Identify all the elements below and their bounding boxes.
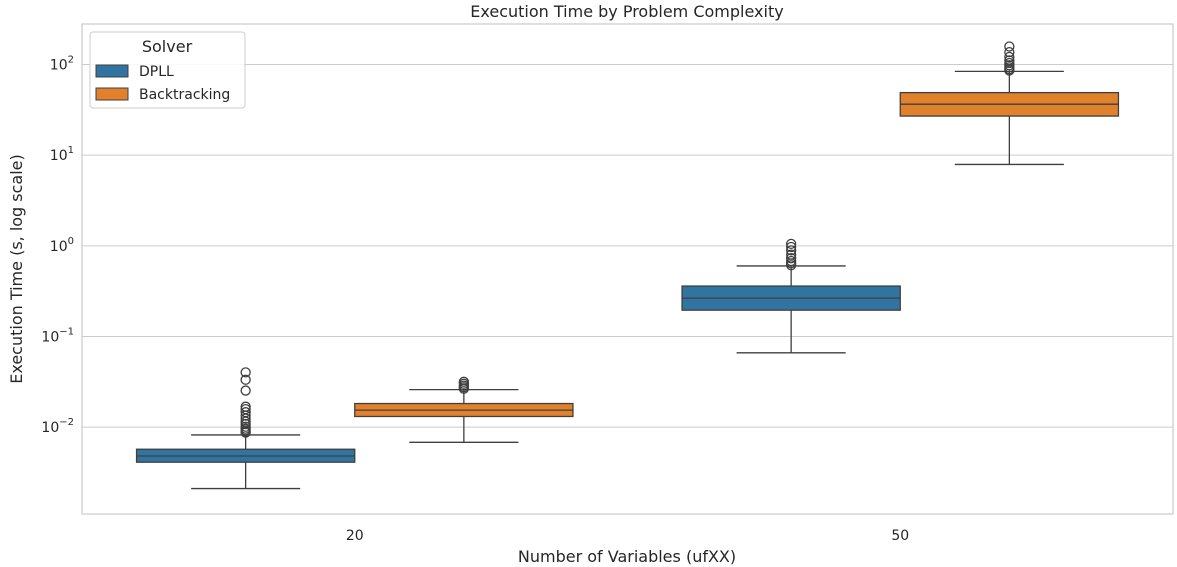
outlier-point [240, 421, 251, 432]
outlier-point [1004, 51, 1015, 63]
y-tick-label: 100 [50, 236, 74, 255]
box-dpll-20 [135, 367, 356, 490]
y-tick-label: 102 [50, 55, 74, 74]
outlier-point [1004, 57, 1015, 69]
outlier-point [1004, 55, 1015, 66]
legend-label-backtracking: Backtracking [139, 87, 230, 103]
y-tick-base: 10 [50, 58, 68, 74]
legend-frame [89, 31, 246, 109]
outlier-point [1004, 41, 1015, 52]
outlier-point [240, 401, 251, 412]
y-tick-exponent: 0 [68, 236, 74, 247]
y-axis-label: Execution Time (s, log scale) [7, 154, 26, 384]
y-tick-base: 10 [50, 239, 68, 255]
x-tick-label: 50 [891, 528, 909, 544]
y-tick-exponent: 1 [68, 145, 74, 156]
y-tick-base: 10 [41, 420, 59, 436]
box-dpll-50 [681, 238, 901, 354]
outlier-point [240, 374, 251, 385]
y-tick-base: 10 [41, 329, 59, 345]
grid-lines [82, 64, 1173, 428]
x-tick-label: 20 [346, 528, 364, 544]
legend-swatch-backtracking [95, 87, 129, 101]
outlier-point [786, 255, 797, 267]
outlier-point [786, 249, 797, 260]
outlier-point [786, 245, 797, 256]
legend-title: Solver [142, 37, 193, 56]
outlier-point [1004, 46, 1015, 58]
y-tick-label: 10−1 [41, 326, 74, 345]
y-tick-exponent: −2 [59, 417, 74, 428]
box-plots [135, 41, 1120, 490]
x-axis-label: Number of Variables (ufXX) [518, 547, 736, 566]
outlier-point [240, 367, 251, 378]
outlier-point [240, 385, 251, 396]
outlier-point [786, 253, 797, 264]
x-tick-labels: 20 50 [346, 528, 909, 544]
y-tick-label: 10−2 [41, 417, 74, 436]
y-tick-label: 101 [50, 145, 74, 164]
legend-label-dpll: DPLL [139, 64, 174, 80]
y-tick-exponent: −1 [59, 326, 74, 337]
box-backtracking-50 [899, 41, 1120, 166]
chart-title: Execution Time by Problem Complexity [470, 2, 783, 21]
legend: Solver DPLL Backtracking [89, 31, 246, 109]
legend-swatch-dpll [95, 64, 129, 78]
outlier-point [240, 407, 251, 418]
y-tick-base: 10 [50, 148, 68, 164]
y-tick-exponent: 2 [68, 55, 74, 66]
outlier-point [458, 376, 470, 387]
box-backtracking-20 [354, 376, 574, 443]
outlier-point [786, 238, 797, 250]
outlier-point [786, 241, 797, 253]
